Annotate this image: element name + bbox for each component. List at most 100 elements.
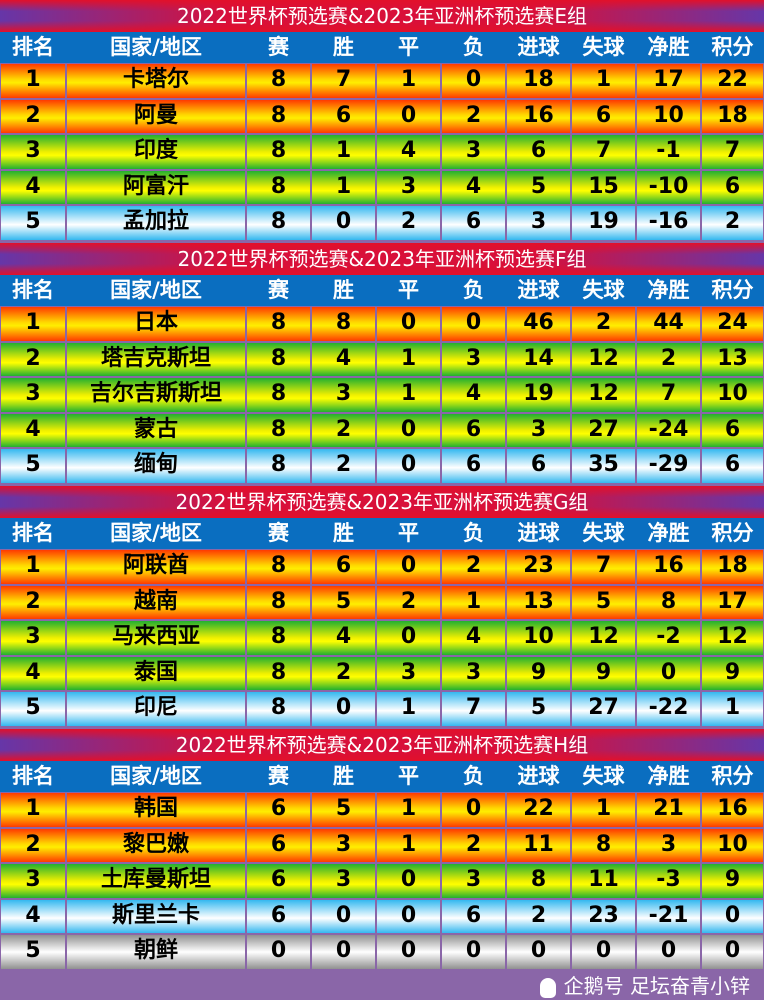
- table-cell: 5: [0, 448, 66, 484]
- column-header: 负: [463, 278, 484, 302]
- table-cell: 4: [376, 134, 441, 170]
- table-cell: 7: [571, 134, 636, 170]
- table-cell: 18: [701, 98, 764, 135]
- table-cell: 2: [441, 98, 506, 135]
- watermark-text: 企鹅号 足坛奋青小锌: [563, 974, 750, 998]
- table-cell: 2: [311, 412, 376, 449]
- table-cell: 6: [701, 448, 764, 484]
- column-header: 平: [398, 764, 419, 788]
- table-cell: 6: [571, 98, 636, 135]
- table-cell: 23: [571, 898, 636, 935]
- table-cell: 3: [311, 863, 376, 899]
- table-cell: 10: [701, 827, 764, 864]
- table-cell: 8: [246, 655, 311, 692]
- table-cell: 3: [441, 863, 506, 899]
- table-cell: 3: [376, 655, 441, 692]
- table-cell: 7: [571, 549, 636, 585]
- column-header: 胜: [333, 278, 354, 302]
- table-cell: 6: [246, 792, 311, 828]
- table-cell: 日本: [66, 306, 246, 342]
- column-header: 国家/地区: [110, 764, 202, 788]
- table-cell: 9: [701, 863, 764, 899]
- table-cell: 3: [441, 655, 506, 692]
- table-cell: 11: [506, 827, 571, 864]
- group-title: 2022世界杯预选赛&2023年亚洲杯预选赛G组: [0, 486, 764, 518]
- table-cell: 3: [311, 377, 376, 413]
- table-cell: 1: [441, 584, 506, 621]
- table-cell: 8: [246, 205, 311, 241]
- column-header: 积分: [711, 764, 754, 788]
- table-cell: 1: [0, 63, 66, 99]
- table-cell: 0: [311, 898, 376, 935]
- table-cell: 19: [506, 377, 571, 413]
- header-row: 排名 国家/地区 赛 胜 平 负 进球 失球 净胜 积分: [0, 518, 764, 549]
- table-cell: 阿富汗: [66, 169, 246, 206]
- table-cell: 1: [0, 792, 66, 828]
- table-cell: 印度: [66, 134, 246, 170]
- table-cell: 6: [246, 863, 311, 899]
- table-row: 1 日本 8 8 0 0 46 2 44 24: [0, 306, 764, 342]
- table-cell: 斯里兰卡: [66, 898, 246, 935]
- table-cell: 21: [636, 792, 701, 828]
- table-row: 5 印尼 8 0 1 7 5 27 -22 1: [0, 691, 764, 727]
- table-cell: 0: [701, 898, 764, 935]
- table-cell: 1: [376, 691, 441, 727]
- table-cell: 0: [376, 549, 441, 585]
- table-cell: 0: [376, 863, 441, 899]
- table-cell: 孟加拉: [66, 205, 246, 241]
- table-cell: 8: [246, 341, 311, 378]
- table-cell: 4: [0, 655, 66, 692]
- table-row: 4 蒙古 8 2 0 6 3 27 -24 6: [0, 412, 764, 449]
- table-cell: 塔吉克斯坦: [66, 341, 246, 378]
- column-header: 积分: [711, 278, 754, 302]
- watermark: 企鹅号 足坛奋青小锌: [0, 972, 764, 1000]
- group-title: 2022世界杯预选赛&2023年亚洲杯预选赛H组: [0, 729, 764, 761]
- standings-tables: 2022世界杯预选赛&2023年亚洲杯预选赛E组 排名 国家/地区赛胜平负进球 失球净…: [0, 0, 764, 970]
- table-cell: 2: [506, 898, 571, 935]
- table-row: 2 黎巴嫩 6 3 1 2 11 8 3 10: [0, 827, 764, 864]
- table-cell: 27: [571, 412, 636, 449]
- table-cell: 3: [376, 169, 441, 206]
- table-cell: 吉尔吉斯斯坦: [66, 377, 246, 413]
- table-cell: 1: [0, 306, 66, 342]
- table-cell: 3: [0, 134, 66, 170]
- table-cell: 泰国: [66, 655, 246, 692]
- table-cell: 7: [441, 691, 506, 727]
- table-cell: 0: [376, 448, 441, 484]
- column-header: 排名: [12, 764, 54, 788]
- column-header: 净胜: [647, 35, 690, 59]
- column-header: 胜: [333, 521, 354, 545]
- table-cell: 3: [311, 827, 376, 864]
- column-header: 赛: [268, 764, 289, 788]
- table-cell: 2: [311, 655, 376, 692]
- table-cell: 2: [0, 341, 66, 378]
- table-cell: 2: [441, 827, 506, 864]
- table-cell: 0: [311, 691, 376, 727]
- table-cell: 1: [571, 792, 636, 828]
- table-cell: 14: [506, 341, 571, 378]
- table-cell: 27: [571, 691, 636, 727]
- table-cell: 3: [0, 863, 66, 899]
- table-cell: 5: [506, 169, 571, 206]
- table-cell: 1: [376, 827, 441, 864]
- table-cell: -21: [636, 898, 701, 935]
- table-cell: 0: [376, 898, 441, 935]
- table-cell: 缅甸: [66, 448, 246, 484]
- column-header: 净胜: [647, 278, 690, 302]
- table-cell: 11: [571, 863, 636, 899]
- table-cell: 6: [441, 898, 506, 935]
- table-row: 2 越南 8 5 2 1 13 5 8 17: [0, 584, 764, 621]
- column-header: 赛: [268, 35, 289, 59]
- table-cell: 0: [376, 412, 441, 449]
- table-cell: 0: [441, 934, 506, 970]
- table-cell: 10: [506, 620, 571, 656]
- column-header: 排名: [12, 35, 54, 59]
- table-cell: 9: [571, 655, 636, 692]
- table-cell: 4: [0, 898, 66, 935]
- table-cell: 0: [376, 306, 441, 342]
- table-cell: 23: [506, 549, 571, 585]
- table-cell: 12: [701, 620, 764, 656]
- column-header: 胜: [333, 764, 354, 788]
- table-cell: -10: [636, 169, 701, 206]
- table-cell: 蒙古: [66, 412, 246, 449]
